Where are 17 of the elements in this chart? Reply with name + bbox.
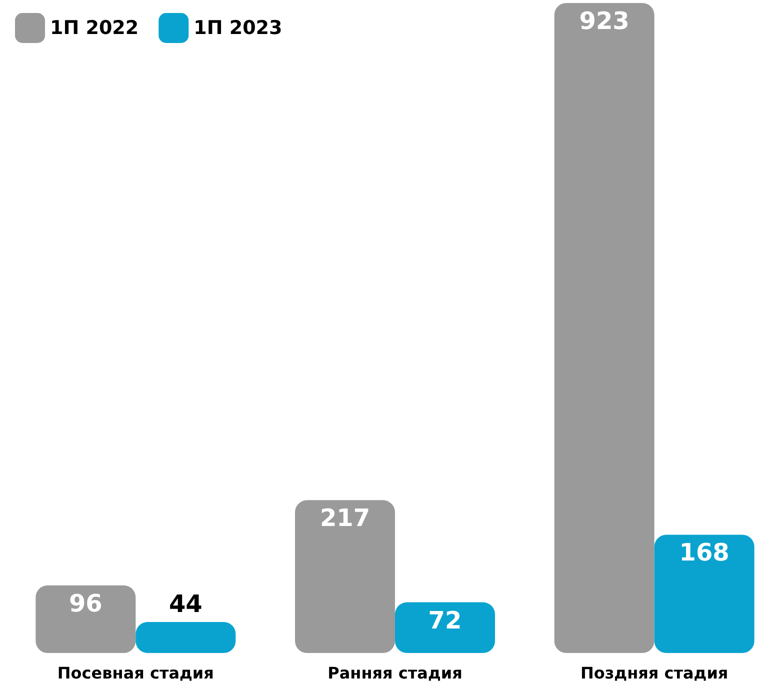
- legend-label: 1П 2023: [194, 17, 282, 39]
- data-label: 44: [168, 590, 202, 618]
- data-label: 168: [679, 538, 730, 567]
- legend-label: 1П 2022: [50, 17, 139, 39]
- x-tick-label: Посевная стадия: [57, 664, 214, 682]
- bar: [395, 602, 495, 653]
- data-label: 96: [68, 589, 102, 618]
- x-tick-label: Ранняя стадия: [328, 664, 462, 682]
- data-label: 72: [428, 606, 462, 634]
- data-label: 923: [579, 7, 630, 35]
- bar: [554, 3, 654, 653]
- bar: [136, 622, 236, 653]
- bar: [295, 500, 395, 653]
- data-label: 217: [320, 504, 370, 532]
- bar: [36, 585, 136, 653]
- bar: [654, 534, 754, 653]
- x-tick-label: Поздняя стадия: [580, 664, 728, 682]
